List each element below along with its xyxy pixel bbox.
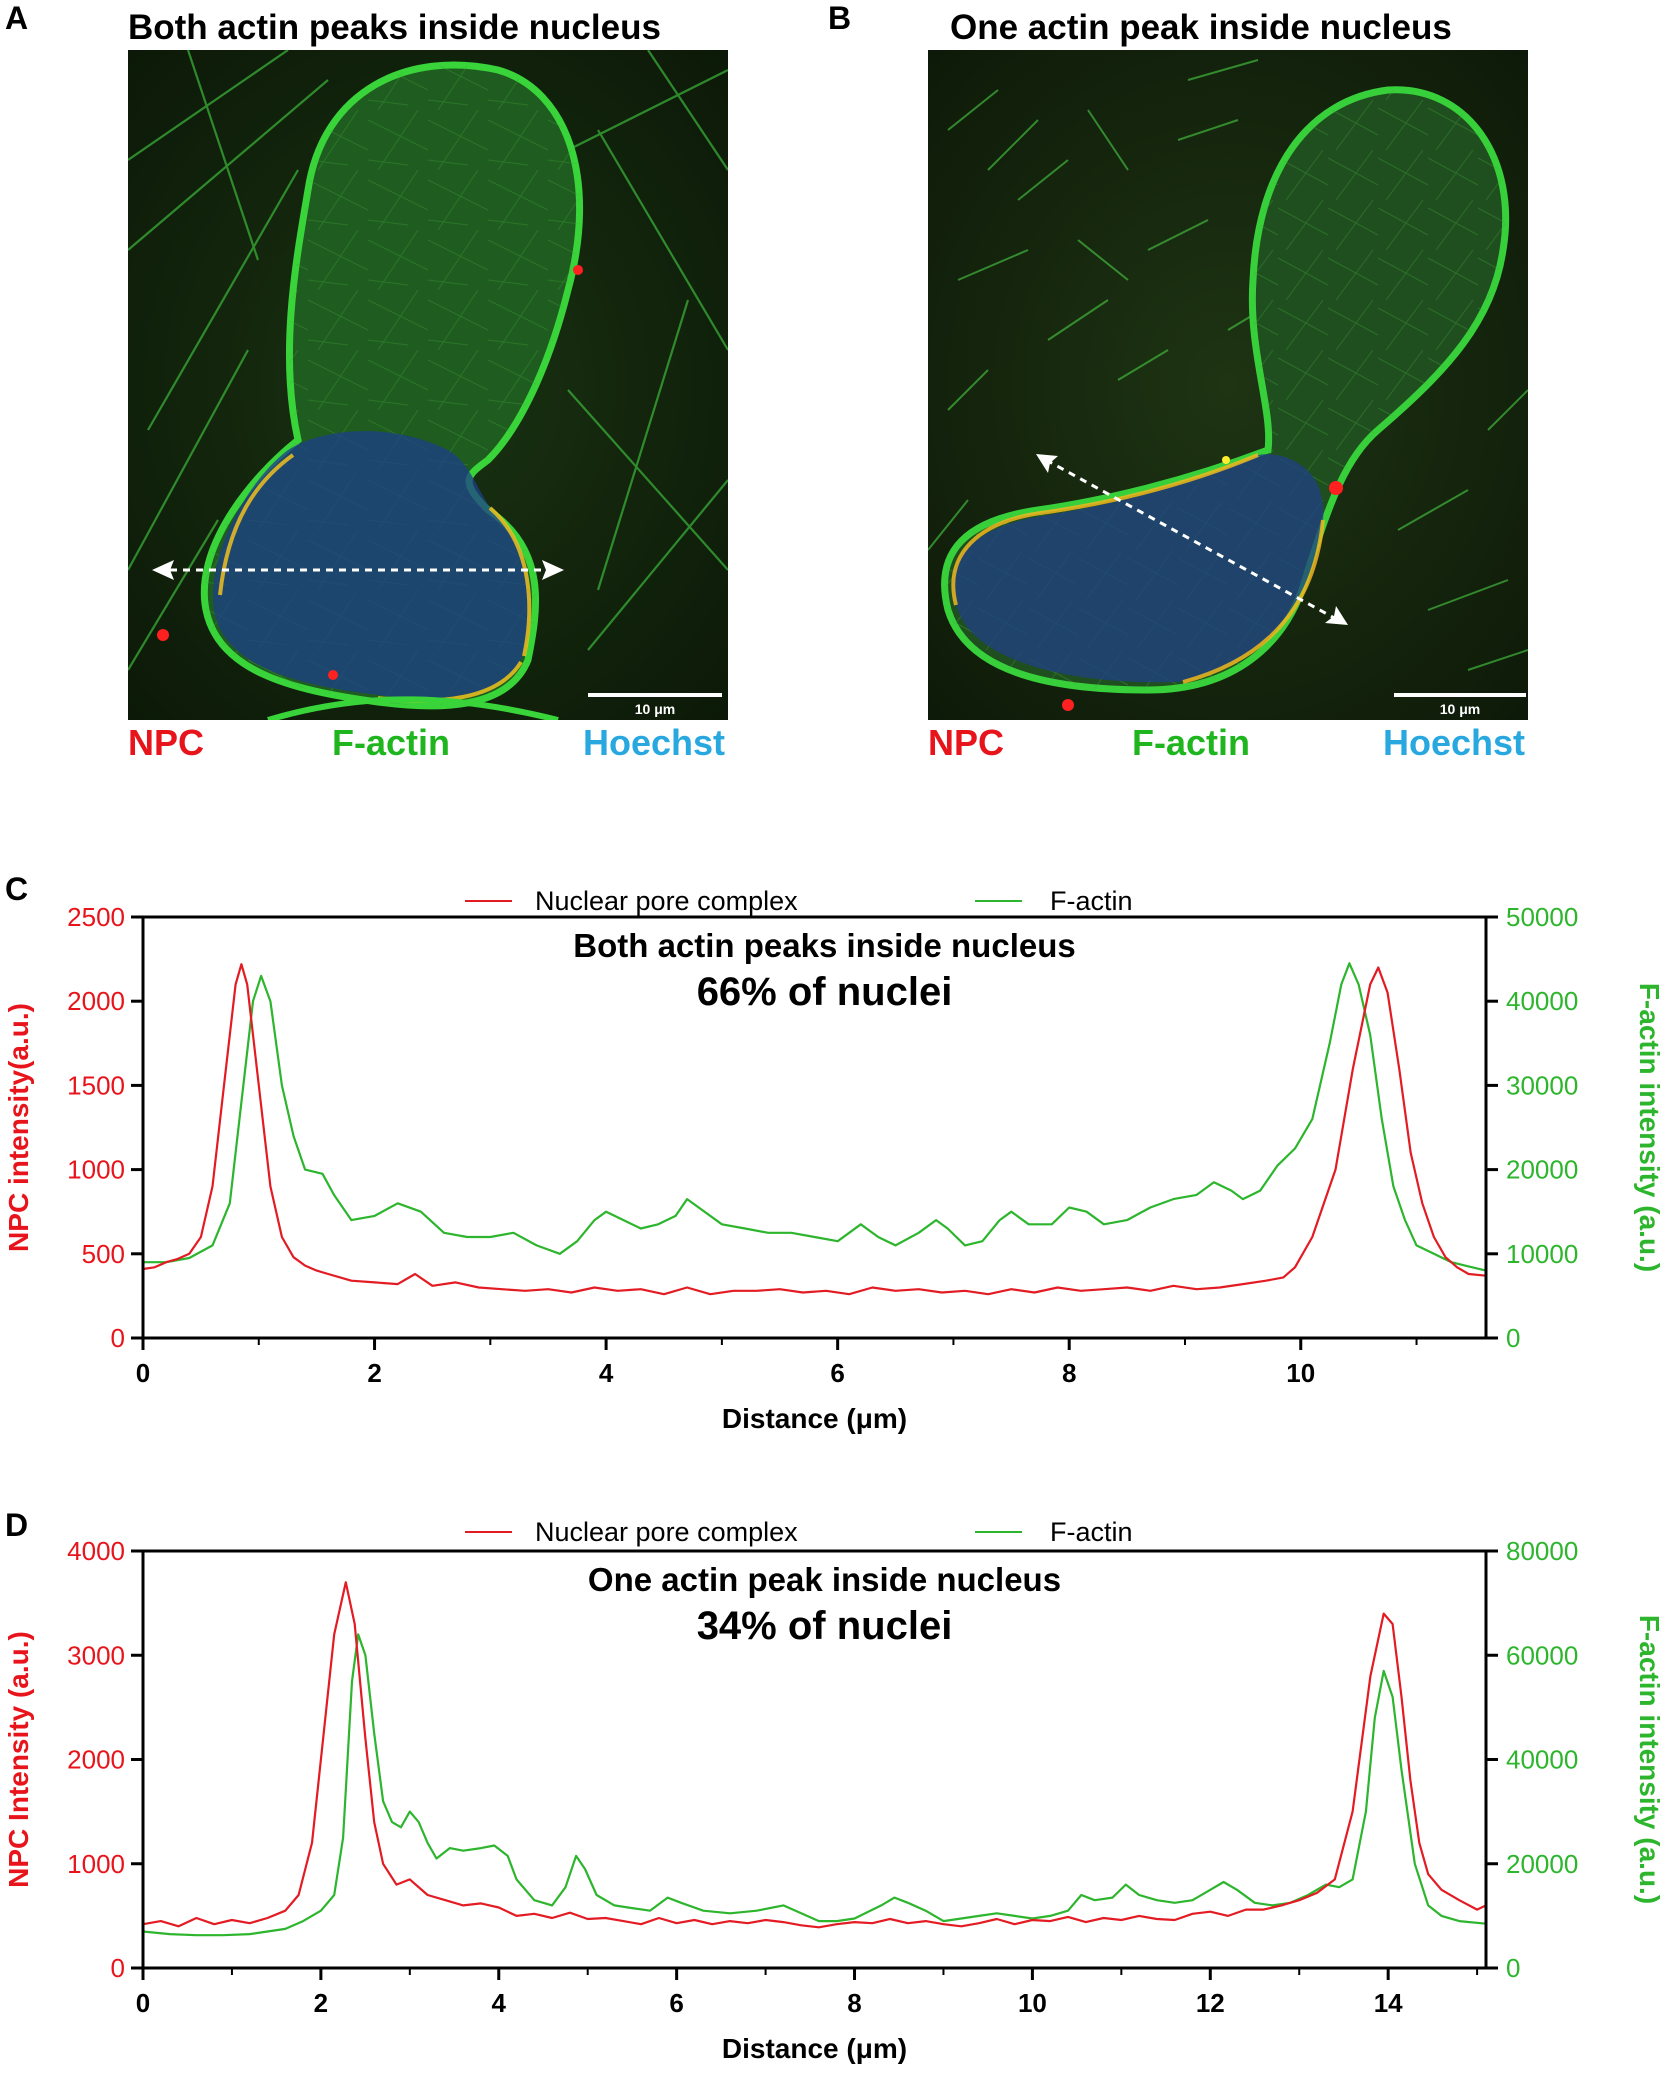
y-right-tick-label: 0 [1506, 1953, 1520, 1983]
y-right-tick-label: 20000 [1506, 1849, 1578, 1879]
x-tick-label: 10 [1286, 1358, 1315, 1388]
y-left-tick-label: 500 [82, 1239, 125, 1269]
x-tick-label: 4 [599, 1358, 614, 1388]
x-tick-label: 6 [830, 1358, 844, 1388]
y-right-tick-label: 60000 [1506, 1640, 1578, 1670]
channel-label-hoechst-b: Hoechst [1383, 722, 1526, 763]
channel-label-factin-b: F-actin [1132, 722, 1251, 763]
series-line-npc [142, 963, 1487, 1296]
scale-bar-a: 10 μm [588, 693, 722, 717]
chart-title: Both actin peaks inside nucleus [573, 927, 1075, 964]
y-axis-label-left: NPC intensity(a.u.) [3, 1003, 34, 1252]
x-axis-label: Distance (μm) [722, 1403, 907, 1434]
x-tick-label: 0 [136, 1358, 150, 1388]
x-tick-label: 12 [1196, 1988, 1225, 2018]
panel-letter-c: C [5, 871, 28, 907]
y-right-tick-label: 20000 [1506, 1155, 1578, 1185]
y-left-tick-label: 2500 [67, 902, 125, 932]
y-left-tick-label: 3000 [67, 1640, 125, 1670]
legend-label-npc: Nuclear pore complex [535, 886, 798, 916]
x-tick-label: 4 [492, 1988, 507, 2018]
chart-subtitle: 66% of nuclei [697, 970, 953, 1014]
legend-label-npc: Nuclear pore complex [535, 1517, 798, 1547]
panel-a-title: Both actin peaks inside nucleus [128, 8, 661, 47]
y-right-tick-label: 50000 [1506, 902, 1578, 932]
micrograph-b: 10 μm [928, 50, 1528, 720]
scale-bar-label-a: 10 μm [635, 701, 675, 717]
y-left-tick-label: 0 [111, 1953, 125, 1983]
y-axis-label-right: F-actin intensity (a.u.) [1634, 1615, 1661, 1904]
y-left-tick-label: 0 [111, 1323, 125, 1353]
y-left-tick-label: 1000 [67, 1849, 125, 1879]
y-left-tick-label: 4000 [67, 1536, 125, 1566]
scale-bar-b: 10 μm [1394, 693, 1526, 717]
x-tick-label: 10 [1018, 1988, 1047, 2018]
series-line-factin [143, 962, 1487, 1272]
y-right-tick-label: 10000 [1506, 1239, 1578, 1269]
y-right-tick-label: 40000 [1506, 986, 1578, 1016]
x-tick-label: 2 [367, 1358, 381, 1388]
y-right-tick-label: 40000 [1506, 1745, 1578, 1775]
scale-bar-label-b: 10 μm [1440, 701, 1480, 717]
chart-subtitle: 34% of nuclei [697, 1604, 953, 1648]
x-tick-label: 8 [1062, 1358, 1076, 1388]
channel-label-factin-a: F-actin [332, 722, 451, 763]
x-tick-label: 14 [1374, 1988, 1403, 2018]
x-tick-label: 2 [314, 1988, 328, 2018]
profile-line-a [152, 560, 564, 580]
y-left-tick-label: 1000 [67, 1155, 125, 1185]
channel-label-npc-a: NPC [128, 722, 205, 763]
y-right-tick-label: 30000 [1506, 1070, 1578, 1100]
legend-label-factin: F-actin [1050, 886, 1133, 916]
panel-letter-a: A [5, 0, 29, 36]
profile-line-b [1036, 454, 1348, 625]
micrograph-a: 10 μm [128, 50, 728, 720]
intensity-profile-chart-c: C Nuclear pore complex F-actin 0 2 4 6 8 10 0 500 1… [3, 871, 1661, 1434]
y-right-tick-label: 0 [1506, 1323, 1520, 1353]
y-axis-label-left: NPC Intensity (a.u.) [3, 1631, 34, 1888]
y-axis-label-right: F-actin intensity (a.u.) [1634, 983, 1661, 1272]
y-left-tick-label: 2000 [67, 1745, 125, 1775]
x-tick-label: 0 [136, 1988, 150, 2018]
chart-title: One actin peak inside nucleus [588, 1561, 1061, 1598]
x-tick-label: 8 [847, 1988, 861, 2018]
panel-b-title: One actin peak inside nucleus [950, 8, 1452, 47]
series-line-npc [142, 1581, 1487, 1929]
channel-label-npc-b: NPC [928, 722, 1005, 763]
legend-label-factin: F-actin [1050, 1517, 1133, 1547]
x-tick-label: 6 [669, 1988, 683, 2018]
y-left-tick-label: 2000 [67, 986, 125, 1016]
y-left-tick-label: 1500 [67, 1070, 125, 1100]
series-line-factin [142, 1633, 1487, 1937]
intensity-profile-chart-d: D Nuclear pore complex F-actin 0 2 4 6 8 10 12 14 0… [3, 1507, 1661, 2064]
panel-letter-b: B [828, 0, 852, 36]
y-right-tick-label: 80000 [1506, 1536, 1578, 1566]
panel-letter-d: D [5, 1507, 28, 1543]
channel-label-hoechst-a: Hoechst [583, 722, 726, 763]
x-axis-label: Distance (μm) [722, 2033, 907, 2064]
